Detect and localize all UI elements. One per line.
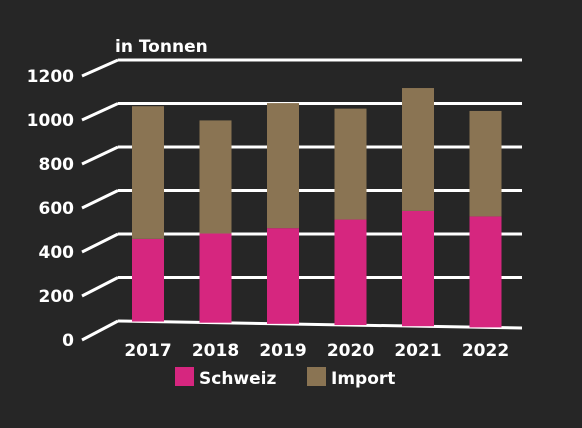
bar-schweiz-2017: [132, 238, 164, 322]
bar-import-2018: [199, 120, 232, 234]
unit-label: in Tonnen: [115, 37, 208, 57]
y-tick-label: 200: [39, 287, 75, 307]
bar-import-2022: [469, 110, 502, 217]
y-tick-label: 1000: [27, 111, 74, 131]
bar-import-2020: [334, 108, 367, 220]
bar-schweiz-2018: [199, 233, 232, 323]
floor-line: [117, 319, 523, 330]
x-tick-label: 2018: [192, 341, 239, 361]
legend-label-schweiz: Schweiz: [199, 369, 276, 389]
bar-schweiz-2020: [334, 219, 367, 326]
legend-swatch-schweiz: [175, 367, 194, 386]
bar-import-2021: [402, 88, 434, 211]
y-tick-label: 0: [62, 331, 74, 351]
bar-import-2019: [267, 103, 299, 229]
bar-schweiz-2021: [402, 210, 434, 327]
x-tick-label: 2019: [259, 341, 306, 361]
floor-diagonal: [81, 319, 119, 342]
gridline-diagonal: [81, 276, 119, 298]
y-tick-label: 400: [39, 243, 75, 263]
legend-swatch-import: [307, 367, 326, 386]
x-tick-label: 2021: [394, 341, 441, 361]
gridline-diagonal: [81, 232, 119, 254]
gridline-diagonal: [81, 189, 119, 210]
bar-schweiz-2022: [469, 216, 502, 328]
bar-schweiz-2019: [267, 228, 299, 324]
gridline-diagonal: [81, 102, 119, 122]
y-tick-label: 600: [39, 199, 75, 219]
x-tick-label: 2022: [462, 341, 509, 361]
y-tick-label: 800: [39, 155, 75, 175]
bar-import-2017: [132, 106, 164, 239]
x-tick-label: 2020: [327, 341, 374, 361]
gridline-diagonal: [81, 145, 119, 166]
x-tick-label: 2017: [124, 341, 171, 361]
gridline-diagonal: [81, 58, 119, 78]
legend-label-import: Import: [331, 369, 395, 389]
y-tick-label: 1200: [27, 67, 74, 87]
